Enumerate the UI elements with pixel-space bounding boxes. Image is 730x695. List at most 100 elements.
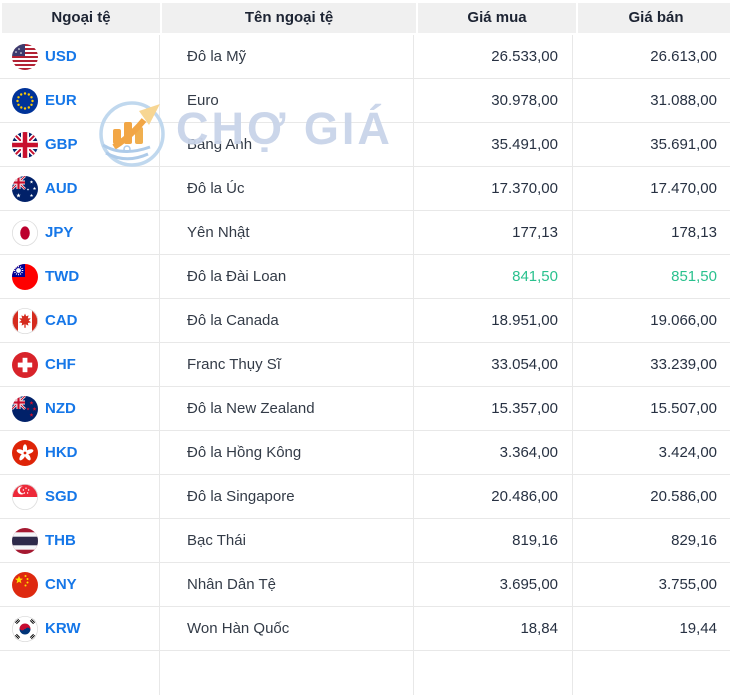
sell-price: 35.691,00 [650, 136, 717, 153]
currency-name-cell: Bạc Thái [160, 519, 414, 562]
table-row: KRW Won Hàn Quốc 18,84 19,44 [0, 607, 730, 651]
column-header-currency-name: Tên ngoại tệ [162, 3, 416, 33]
table-row: AUD Đô la Úc 17.370,00 17.470,00 [0, 167, 730, 211]
currency-code-link[interactable]: TWD [45, 268, 80, 285]
sell-price-cell: 3.755,00 [573, 563, 730, 606]
eur-flag-icon [12, 87, 38, 114]
sell-price: 17.470,00 [650, 180, 717, 197]
buy-price-cell: 18,84 [414, 607, 573, 650]
currency-name-cell: Yên Nhật [160, 211, 414, 254]
buy-price: 3.695,00 [499, 576, 558, 593]
currency-cell: TWD [0, 255, 160, 298]
sell-price: 15.507,00 [650, 400, 717, 417]
buy-price: 26.533,00 [491, 48, 558, 65]
currency-name: Won Hàn Quốc [187, 620, 290, 637]
currency-name: Yên Nhật [187, 224, 250, 241]
buy-price: 33.054,00 [491, 356, 558, 373]
currency-name: Bạc Thái [187, 532, 246, 549]
jpy-flag-icon [12, 219, 38, 246]
currency-name: Bảng Anh [187, 136, 253, 153]
buy-price: 15.357,00 [491, 400, 558, 417]
table-row: EUR Euro 30.978,00 31.088,00 [0, 79, 730, 123]
column-header-sell-price: Giá bán [578, 3, 730, 33]
sell-price-cell: 19,44 [573, 607, 730, 650]
currency-cell: CNY [0, 563, 160, 606]
sell-price-cell: 17.470,00 [573, 167, 730, 210]
currency-name-cell: Franc Thụy Sĩ [160, 343, 414, 386]
currency-name: Đô la Canada [187, 312, 279, 329]
buy-price-cell: 17.370,00 [414, 167, 573, 210]
table-row: NZD Đô la New Zealand 15.357,00 15.507,0… [0, 387, 730, 431]
currency-cell: THB [0, 519, 160, 562]
sell-price: 19,44 [679, 620, 717, 637]
currency-code-link[interactable]: SGD [45, 488, 78, 505]
currency-cell: CHF [0, 343, 160, 386]
currency-code-link[interactable]: NZD [45, 400, 76, 417]
thb-flag-icon [12, 527, 38, 554]
currency-code-link[interactable]: JPY [45, 224, 74, 241]
buy-price-cell: 3.364,00 [414, 431, 573, 474]
sell-price-cell: 3.424,00 [573, 431, 730, 474]
partial-row [0, 651, 730, 695]
currency-code-link[interactable]: EUR [45, 92, 77, 109]
table-row: CAD Đô la Canada 18.951,00 19.066,00 [0, 299, 730, 343]
currency-cell: CAD [0, 299, 160, 342]
buy-price-cell: 26.533,00 [414, 35, 573, 78]
currency-cell: KRW [0, 607, 160, 650]
exchange-rate-table: Ngoại tệ Tên ngoại tệ Giá mua Giá bán US… [0, 3, 730, 695]
krw-flag-icon [12, 615, 38, 642]
sell-price-cell: 851,50 [573, 255, 730, 298]
buy-price: 177,13 [512, 224, 558, 241]
currency-name: Đô la Mỹ [187, 48, 247, 65]
table-row: GBP Bảng Anh 35.491,00 35.691,00 [0, 123, 730, 167]
currency-code-link[interactable]: CAD [45, 312, 78, 329]
currency-cell: HKD [0, 431, 160, 474]
sell-price-cell: 829,16 [573, 519, 730, 562]
buy-price: 819,16 [512, 532, 558, 549]
sell-price: 20.586,00 [650, 488, 717, 505]
sell-price-cell: 20.586,00 [573, 475, 730, 518]
currency-code-link[interactable]: USD [45, 48, 77, 65]
buy-price-cell: 15.357,00 [414, 387, 573, 430]
buy-price-cell: 20.486,00 [414, 475, 573, 518]
currency-code-link[interactable]: THB [45, 532, 76, 549]
currency-code-link[interactable]: CNY [45, 576, 77, 593]
table-header: Ngoại tệ Tên ngoại tệ Giá mua Giá bán [2, 3, 730, 33]
sell-price-cell: 178,13 [573, 211, 730, 254]
currency-name: Đô la Singapore [187, 488, 295, 505]
currency-name: Nhân Dân Tệ [187, 576, 276, 593]
gbp-flag-icon [12, 131, 38, 158]
sell-price-cell: 33.239,00 [573, 343, 730, 386]
table-row: JPY Yên Nhật 177,13 178,13 [0, 211, 730, 255]
sell-price: 178,13 [671, 224, 717, 241]
sell-price: 829,16 [671, 532, 717, 549]
table-row: HKD Đô la Hồng Kông 3.364,00 3.424,00 [0, 431, 730, 475]
currency-code-link[interactable]: KRW [45, 620, 81, 637]
currency-code-link[interactable]: GBP [45, 136, 78, 153]
table-row: THB Bạc Thái 819,16 829,16 [0, 519, 730, 563]
buy-price: 35.491,00 [491, 136, 558, 153]
currency-name-cell: Đô la Hồng Kông [160, 431, 414, 474]
buy-price: 17.370,00 [491, 180, 558, 197]
table-row: TWD Đô la Đài Loan 841,50 851,50 [0, 255, 730, 299]
sell-price-cell: 26.613,00 [573, 35, 730, 78]
chf-flag-icon [12, 351, 38, 378]
currency-name-cell: Euro [160, 79, 414, 122]
currency-code-link[interactable]: CHF [45, 356, 76, 373]
table-row: USD Đô la Mỹ 26.533,00 26.613,00 [0, 35, 730, 79]
cny-flag-icon [12, 571, 38, 598]
buy-price-cell: 18.951,00 [414, 299, 573, 342]
buy-price: 841,50 [512, 268, 558, 285]
sell-price-cell: 19.066,00 [573, 299, 730, 342]
buy-price: 30.978,00 [491, 92, 558, 109]
currency-code-link[interactable]: HKD [45, 444, 78, 461]
currency-code-link[interactable]: AUD [45, 180, 78, 197]
rates-table-body: USD Đô la Mỹ 26.533,00 26.613,00 EUR Eur… [0, 35, 730, 651]
buy-price-cell: 33.054,00 [414, 343, 573, 386]
currency-name: Franc Thụy Sĩ [187, 356, 281, 373]
buy-price-cell: 177,13 [414, 211, 573, 254]
sell-price: 33.239,00 [650, 356, 717, 373]
currency-cell: JPY [0, 211, 160, 254]
sell-price: 19.066,00 [650, 312, 717, 329]
twd-flag-icon [12, 263, 38, 290]
